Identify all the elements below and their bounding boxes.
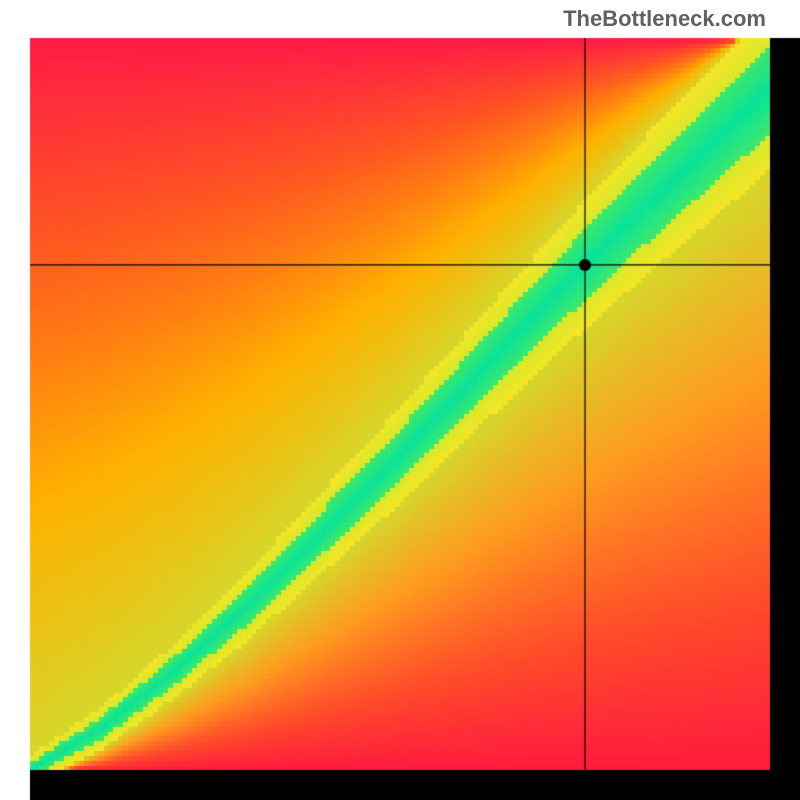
bottleneck-heatmap	[0, 0, 800, 800]
watermark-text: TheBottleneck.com	[563, 6, 766, 32]
